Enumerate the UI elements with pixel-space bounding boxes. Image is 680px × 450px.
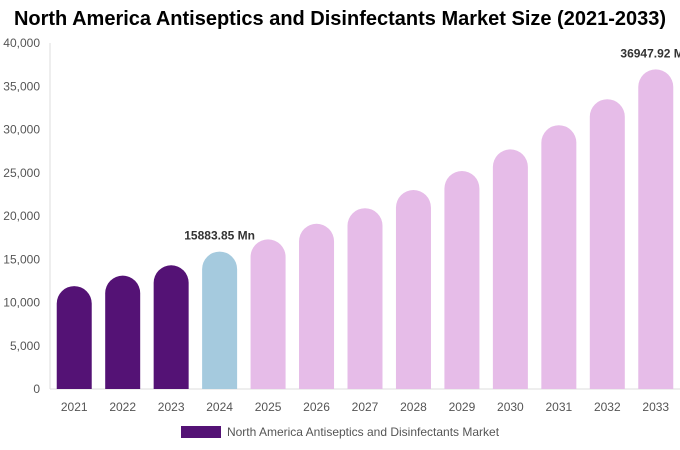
x-tick-label: 2026 [303,400,330,414]
y-tick-label: 10,000 [3,296,40,310]
bar-2029 [444,171,480,389]
bar-2030 [492,149,528,389]
x-tick-label: 2028 [400,400,427,414]
bar-2026 [299,223,335,389]
chart-title: North America Antiseptics and Disinfecta… [13,8,667,30]
y-tick-label: 20,000 [3,209,40,223]
bar-2025 [250,239,286,389]
x-tick-label: 2024 [206,400,233,414]
y-tick-label: 30,000 [3,123,40,137]
y-tick-label: 5,000 [10,339,40,353]
y-tick-label: 35,000 [3,79,40,93]
x-tick-label: 2031 [545,400,572,414]
bar-2032 [589,99,625,389]
x-tick-label: 2021 [61,400,88,414]
x-tick-label: 2023 [158,400,185,414]
legend-label: North America Antiseptics and Disinfecta… [226,425,500,439]
bar-2021 [56,286,92,389]
bar-2022 [105,275,141,389]
bar-2031 [541,125,577,389]
y-tick-label: 40,000 [3,36,40,50]
legend: North America Antiseptics and Disinfecta… [0,425,680,439]
x-tick-label: 2029 [449,400,476,414]
y-tick-label: 25,000 [3,166,40,180]
x-tick-label: 2027 [352,400,379,414]
bar-2024 [202,251,238,389]
y-tick-label: 15,000 [3,252,40,266]
x-tick-label: 2025 [255,400,282,414]
bar-2028 [395,190,431,389]
bar-2033 [638,69,674,390]
legend-swatch [180,426,221,438]
bar-2023 [153,265,189,389]
data-label-2033: 36947.92 Mn [620,46,680,60]
x-tick-label: 2033 [642,400,669,414]
x-tick-label: 2030 [497,400,524,414]
x-tick-label: 2022 [109,400,136,414]
data-label-2024: 15883.85 Mn [184,229,255,243]
x-tick-label: 2032 [594,400,621,414]
y-tick-label: 0 [33,382,40,396]
bar-2027 [347,208,383,389]
